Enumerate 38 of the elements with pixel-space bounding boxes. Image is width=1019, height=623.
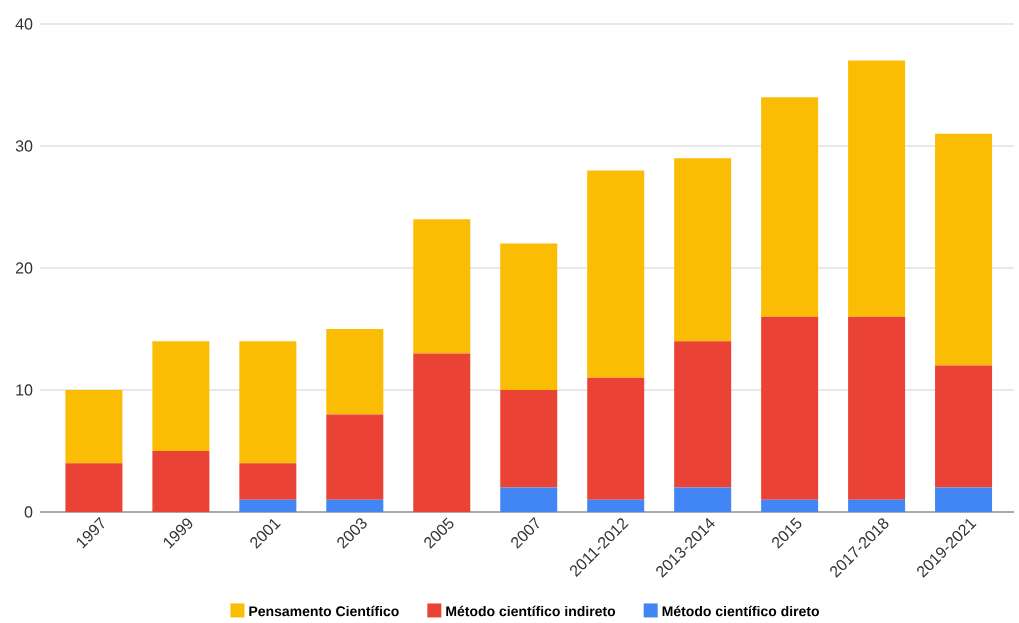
bar — [761, 499, 819, 512]
bar — [65, 390, 123, 464]
y-tick-label: 40 — [15, 18, 33, 30]
bar — [761, 97, 819, 317]
legend-label: Método científico direto — [662, 605, 820, 617]
bar — [65, 463, 123, 512]
bar — [239, 499, 297, 512]
y-tick-label: 30 — [15, 140, 33, 152]
bar — [152, 341, 210, 452]
bar — [848, 499, 906, 512]
bar — [935, 133, 993, 366]
bar — [674, 487, 732, 512]
bar — [500, 487, 558, 512]
bar — [500, 390, 558, 488]
bar — [326, 329, 384, 415]
bar — [587, 377, 645, 500]
bar — [239, 341, 297, 464]
bar — [326, 499, 384, 512]
y-tick-label: 0 — [24, 506, 33, 518]
bar — [239, 463, 297, 500]
bar — [326, 414, 384, 500]
bar — [761, 316, 819, 500]
bar — [413, 219, 471, 354]
bar — [674, 341, 732, 488]
bar — [674, 158, 732, 342]
bar — [152, 451, 210, 512]
bar — [848, 316, 906, 500]
legend-label: Método científico indireto — [446, 605, 616, 617]
y-tick-label: 20 — [15, 262, 33, 274]
bar — [848, 60, 906, 317]
bar — [935, 487, 993, 512]
legend-label: Pensamento Científico — [249, 605, 399, 617]
bar — [500, 243, 558, 391]
y-tick-label: 10 — [16, 384, 33, 396]
bar — [587, 499, 645, 512]
bar — [413, 353, 471, 512]
bar — [935, 365, 993, 488]
bar — [587, 170, 645, 378]
